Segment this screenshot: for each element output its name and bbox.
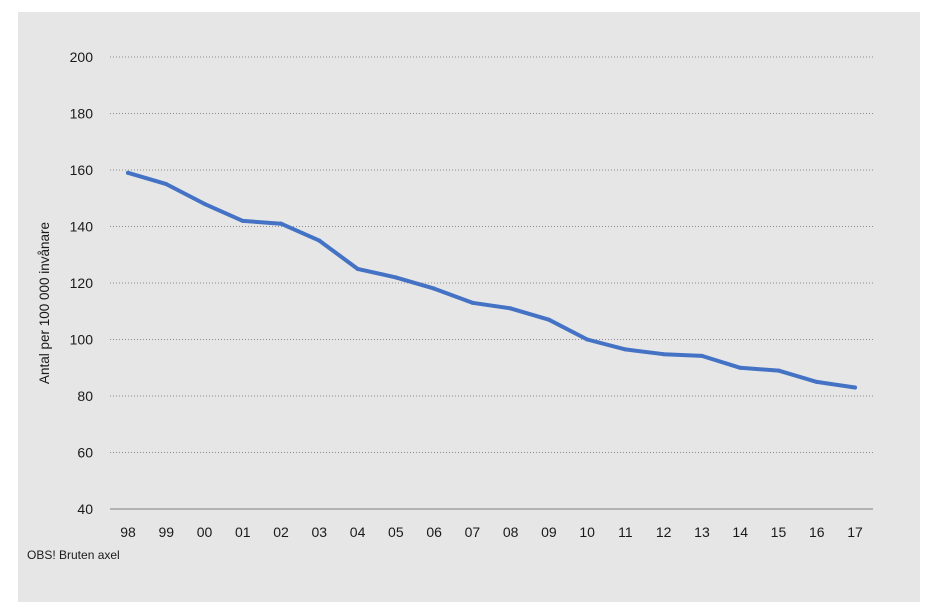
footnote: OBS! Bruten axel	[27, 548, 120, 562]
x-tick-label: 17	[847, 524, 863, 540]
y-tick-label: 60	[77, 445, 93, 461]
y-tick-label: 40	[77, 501, 93, 517]
y-axis-ticks: 40 60 80 100 120 140 160 180 200	[70, 49, 94, 517]
data-points	[126, 170, 857, 390]
data-point	[738, 365, 743, 370]
x-tick-label: 09	[541, 524, 557, 540]
x-tick-label: 13	[694, 524, 710, 540]
x-tick-label: 99	[158, 524, 174, 540]
x-tick-label: 16	[809, 524, 825, 540]
x-tick-label: 07	[465, 524, 481, 540]
data-point	[432, 286, 437, 291]
chart-panel	[18, 12, 920, 602]
x-tick-label: 10	[579, 524, 595, 540]
data-point	[661, 352, 666, 357]
data-point	[585, 337, 590, 342]
data-point	[317, 238, 322, 243]
data-point	[164, 182, 169, 187]
data-point	[546, 317, 551, 322]
x-tick-label: 02	[273, 524, 289, 540]
x-tick-label: 12	[656, 524, 672, 540]
data-point	[623, 347, 628, 352]
x-tick-label: 06	[426, 524, 442, 540]
y-tick-label: 120	[70, 275, 94, 291]
gridlines	[110, 56, 873, 453]
x-tick-label: 00	[197, 524, 213, 540]
series-line	[126, 170, 857, 390]
y-axis-title: Antal per 100 000 invånare	[37, 222, 52, 384]
x-tick-label: 98	[120, 524, 136, 540]
x-axis-ticks: 98 99 00 01 02 03 04 05 06 07 08 09 10 11 12 13 14 15 16 17	[120, 524, 863, 540]
data-point	[776, 368, 781, 373]
data-point	[470, 300, 475, 305]
y-tick-label: 200	[70, 49, 94, 65]
data-point	[240, 218, 245, 223]
data-point	[699, 353, 704, 358]
x-tick-label: 05	[388, 524, 404, 540]
x-tick-label: 04	[350, 524, 366, 540]
y-tick-label: 100	[70, 332, 94, 348]
data-point	[355, 266, 360, 271]
y-tick-label: 160	[70, 162, 94, 178]
y-tick-label: 140	[70, 219, 94, 235]
y-tick-label: 80	[77, 388, 93, 404]
data-point	[202, 201, 207, 206]
data-point	[508, 306, 513, 311]
data-point	[814, 379, 819, 384]
x-tick-label: 03	[312, 524, 328, 540]
x-tick-label: 08	[503, 524, 519, 540]
data-point	[853, 385, 857, 390]
x-tick-label: 01	[235, 524, 251, 540]
data-point	[126, 170, 130, 175]
y-tick-label: 180	[70, 106, 94, 122]
x-tick-label: 14	[732, 524, 748, 540]
x-tick-label: 11	[618, 524, 633, 540]
data-point	[279, 221, 284, 226]
data-point	[393, 275, 398, 280]
x-tick-label: 15	[771, 524, 787, 540]
